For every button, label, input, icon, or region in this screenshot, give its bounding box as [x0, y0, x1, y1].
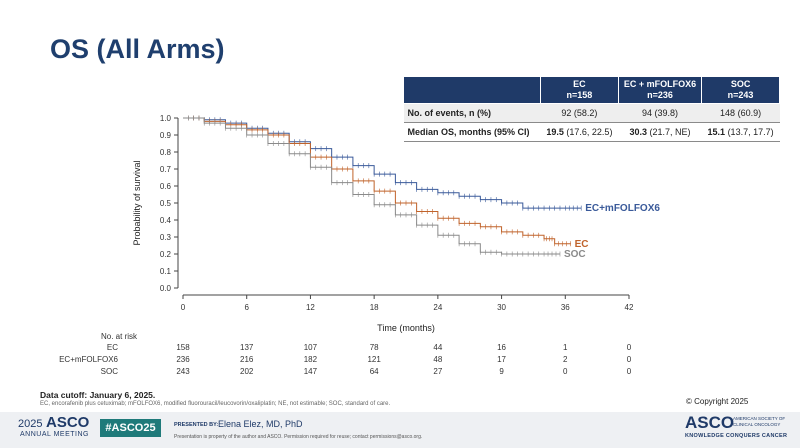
y-tick-label: 0.1 — [160, 267, 172, 276]
row-label: No. of events, n (%) — [403, 103, 541, 123]
table-cell: 19.5 (17.6, 22.5) — [540, 122, 619, 142]
risk-value: 27 — [433, 367, 442, 376]
table-row: Median OS, months (95% CI) 19.5 (17.6, 2… — [403, 122, 780, 142]
risk-value: 121 — [367, 355, 381, 364]
risk-value: 78 — [370, 343, 379, 352]
column-header: SOC n=243 — [701, 76, 780, 104]
presenter-name: Elena Elez, MD, PhD — [218, 419, 303, 429]
risk-value: 48 — [433, 355, 442, 364]
column-header: EC + mFOLFOX6 n=236 — [617, 76, 703, 104]
table-cell: 94 (39.8) — [618, 103, 702, 123]
series-line — [183, 117, 582, 209]
y-tick-label: 0.6 — [160, 182, 172, 191]
risk-value: 182 — [304, 355, 318, 364]
median-os-table: EC n=158 EC + mFOLFOX6 n=236 SOC n=243 No. … — [403, 76, 780, 142]
risk-value: 243 — [176, 367, 190, 376]
y-tick-label: 1.0 — [160, 114, 172, 123]
x-tick-label: 6 — [244, 303, 249, 312]
x-tick-label: 30 — [497, 303, 506, 312]
society-name: AMERICAN SOCIETY OF CLINICAL ONCOLOGY — [733, 416, 786, 427]
risk-table-title: No. at risk — [101, 332, 138, 341]
y-tick-label: 0.9 — [160, 131, 172, 140]
risk-value: 0 — [627, 343, 632, 352]
asco-logo: ASCO — [685, 413, 735, 432]
risk-value: 158 — [176, 343, 190, 352]
risk-value: 137 — [240, 343, 254, 352]
series-label: EC — [575, 239, 589, 250]
x-tick-label: 24 — [433, 303, 442, 312]
y-tick-label: 0.2 — [160, 250, 172, 259]
x-tick-label: 12 — [306, 303, 315, 312]
series-label: EC+mFOLFOX6 — [585, 203, 660, 214]
table-row: No. of events, n (%) 92 (58.2) 94 (39.8)… — [403, 103, 780, 123]
data-cutoff: Data cutoff: January 6, 2025. — [40, 390, 156, 400]
x-tick-label: 18 — [370, 303, 379, 312]
y-tick-label: 0.8 — [160, 148, 172, 157]
slide-title: OS (All Arms) — [50, 34, 225, 64]
table-corner — [403, 76, 541, 104]
risk-value: 236 — [176, 355, 190, 364]
table-cell: 92 (58.2) — [540, 103, 619, 123]
risk-value: 16 — [497, 343, 506, 352]
risk-row-label: EC+mFOLFOX6 — [59, 355, 118, 364]
y-tick-label: 0.3 — [160, 233, 172, 242]
y-tick-label: 0.5 — [160, 199, 172, 208]
risk-value: 202 — [240, 367, 254, 376]
risk-row-label: EC — [107, 343, 118, 352]
x-tick-label: 42 — [625, 303, 634, 312]
copyright: © Copyright 2025 — [686, 397, 749, 406]
permission-notice: Presentation is property of the author a… — [174, 434, 423, 440]
y-axis-label: Probability of survival — [132, 160, 142, 245]
x-axis-label: Time (months) — [377, 323, 435, 333]
y-tick-label: 0.4 — [160, 216, 172, 225]
hashtag-badge: #ASCO25 — [100, 419, 161, 437]
risk-value: 2 — [563, 355, 568, 364]
risk-value: 44 — [433, 343, 442, 352]
y-tick-label: 0.7 — [160, 165, 172, 174]
row-label: Median OS, months (95% CI) — [403, 122, 541, 142]
risk-value: 107 — [304, 343, 318, 352]
km-chart: 0.00.10.20.30.40.50.60.70.80.91.00 6 12 18 2… — [59, 114, 660, 376]
risk-value: 0 — [627, 355, 632, 364]
risk-value: 1 — [563, 343, 568, 352]
meeting-asco: ASCO — [46, 414, 90, 431]
risk-value: 17 — [497, 355, 506, 364]
table-cell: 15.1 (13.7, 17.7) — [701, 122, 780, 142]
x-tick-label: 36 — [561, 303, 570, 312]
table-cell: 30.3 (21.7, NE) — [618, 122, 702, 142]
series-line — [183, 117, 560, 255]
series-line — [183, 117, 571, 245]
risk-value: 216 — [240, 355, 254, 364]
table-cell: 148 (60.9) — [701, 103, 780, 123]
series-label: SOC — [564, 249, 586, 260]
table-header-row: EC n=158 EC + mFOLFOX6 n=236 SOC n=243 — [403, 76, 780, 104]
risk-row-label: SOC — [101, 367, 119, 376]
meeting-year: 2025 — [18, 418, 43, 430]
y-tick-label: 0.0 — [160, 284, 172, 293]
risk-value: 0 — [563, 367, 568, 376]
abbreviations: EC, encorafenib plus cetuximab; mFOLFOX6… — [40, 401, 391, 407]
presented-by-label: PRESENTED BY: — [174, 422, 219, 428]
x-tick-label: 0 — [181, 303, 186, 312]
risk-value: 147 — [304, 367, 318, 376]
risk-value: 64 — [370, 367, 379, 376]
meeting-name: ANNUAL MEETING — [20, 431, 89, 438]
asco-tagline: KNOWLEDGE CONQUERS CANCER — [685, 433, 788, 439]
risk-value: 0 — [627, 367, 632, 376]
risk-value: 9 — [499, 367, 504, 376]
